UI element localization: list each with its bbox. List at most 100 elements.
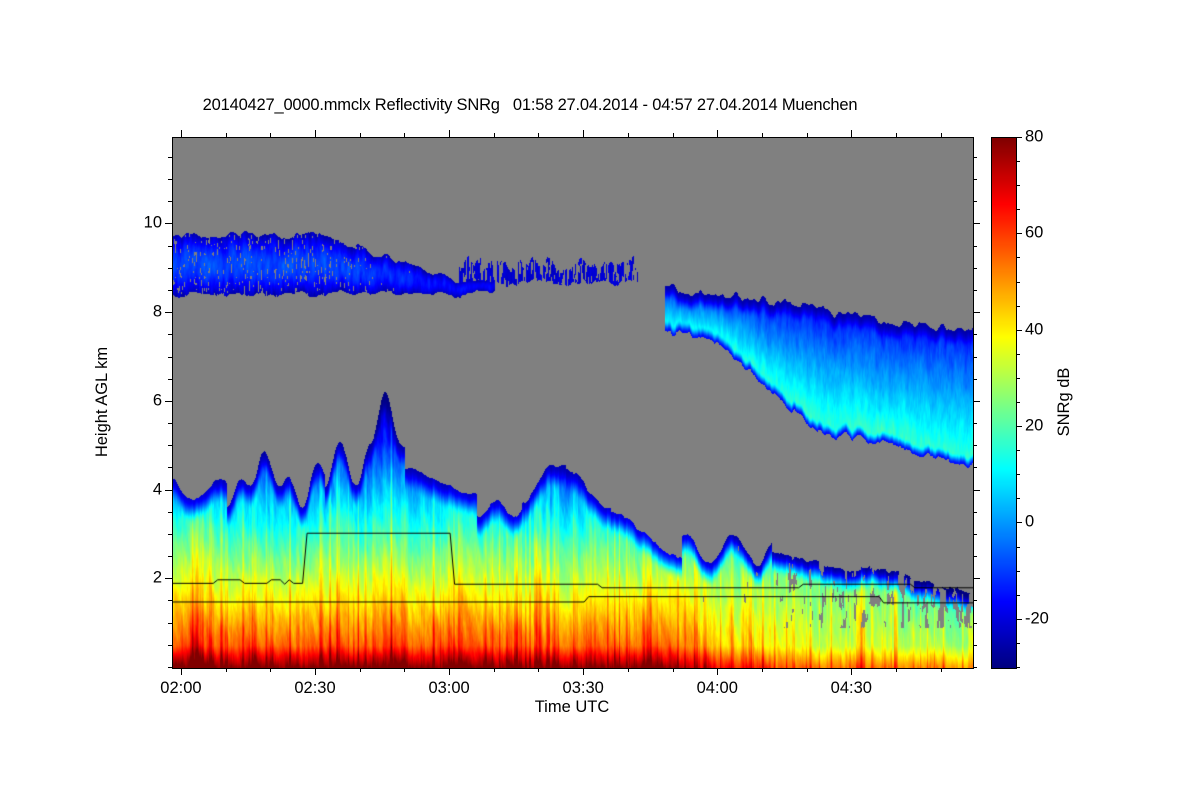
colorbar-tick-minor xyxy=(1016,474,1020,476)
colorbar-tick-minor xyxy=(1016,594,1020,596)
page-title: 20140427_0000.mmclx Reflectivity SNRg 01… xyxy=(202,96,858,114)
x-tick-major-top xyxy=(449,130,451,137)
x-tick-minor xyxy=(806,668,808,672)
x-tick-major xyxy=(583,668,585,675)
colorbar-tick-major xyxy=(1016,618,1022,620)
x-tick-label: 02:30 xyxy=(294,679,336,697)
y-tick-minor-right xyxy=(973,556,977,558)
y-tick-major-right xyxy=(973,223,980,225)
y-tick-minor xyxy=(168,245,172,247)
x-tick-label: 04:00 xyxy=(696,679,738,697)
colorbar-tick-major xyxy=(1016,329,1022,331)
x-tick-major-top xyxy=(717,130,719,137)
x-tick-minor xyxy=(627,668,629,672)
x-tick-label: 03:30 xyxy=(562,679,604,697)
cloud-base-overlay-lines xyxy=(173,138,973,668)
x-tick-minor-top xyxy=(627,133,629,137)
x-tick-major-top xyxy=(180,130,182,137)
y-tick-minor-right xyxy=(973,201,977,203)
y-tick-minor-right xyxy=(973,644,977,646)
colorbar-tick-minor xyxy=(1016,450,1020,452)
colorbar-tick-minor xyxy=(1016,353,1020,355)
y-tick-minor xyxy=(168,445,172,447)
y-tick-minor-right xyxy=(973,600,977,602)
y-tick-minor xyxy=(168,356,172,358)
y-tick-minor xyxy=(168,644,172,646)
y-tick-label: 10 xyxy=(143,213,162,232)
x-tick-minor xyxy=(225,668,227,672)
x-tick-minor-top xyxy=(270,133,272,137)
colorbar-tick-label: 80 xyxy=(1025,127,1044,146)
colorbar-tick-minor xyxy=(1016,498,1020,500)
colorbar-tick-minor xyxy=(1016,185,1020,187)
y-tick-minor-right xyxy=(973,179,977,181)
x-tick-label: 02:00 xyxy=(160,679,202,697)
y-tick-minor-right xyxy=(973,445,977,447)
y-tick-minor xyxy=(168,556,172,558)
colorbar-tick-label: 20 xyxy=(1025,416,1044,435)
y-tick-minor xyxy=(168,201,172,203)
colorbar-label: SNRg dB xyxy=(1055,367,1073,437)
x-tick-label: 03:00 xyxy=(428,679,470,697)
x-tick-minor xyxy=(538,668,540,672)
x-tick-major xyxy=(717,668,719,675)
colorbar-tick-minor xyxy=(1016,257,1020,259)
y-tick-minor-right xyxy=(973,356,977,358)
y-tick-minor xyxy=(168,290,172,291)
x-tick-minor xyxy=(940,668,942,672)
x-tick-major xyxy=(315,668,317,675)
colorbar-tick-minor xyxy=(1016,209,1020,211)
x-tick-minor-top xyxy=(896,133,898,137)
x-tick-minor xyxy=(359,668,361,672)
colorbar-tick-label: 60 xyxy=(1025,223,1044,242)
y-tick-major xyxy=(165,400,172,402)
y-tick-major-right xyxy=(973,578,980,580)
y-tick-minor xyxy=(168,600,172,602)
y-tick-minor-right xyxy=(973,423,977,425)
colorbar-tick-minor xyxy=(1016,570,1020,572)
y-tick-minor-right xyxy=(973,622,977,624)
x-tick-minor-top xyxy=(493,133,495,137)
y-axis-label: Height AGL km xyxy=(93,346,111,458)
colorbar-tick-major xyxy=(1016,426,1022,428)
y-tick-major xyxy=(165,578,172,580)
y-tick-minor-right xyxy=(973,290,977,291)
x-tick-minor-top xyxy=(806,133,808,137)
colorbar-tick-label: 40 xyxy=(1025,320,1044,339)
x-tick-minor xyxy=(761,668,763,672)
colorbar-tick-minor xyxy=(1016,305,1020,307)
y-tick-major xyxy=(165,489,172,491)
colorbar-tick-minor xyxy=(1016,281,1020,283)
y-tick-major xyxy=(165,223,172,225)
colorbar-tick-minor xyxy=(1016,546,1020,548)
y-tick-minor xyxy=(168,511,172,513)
y-tick-label: 2 xyxy=(152,568,162,587)
x-tick-minor xyxy=(270,668,272,672)
x-tick-minor-top xyxy=(538,133,540,137)
y-tick-minor xyxy=(168,334,172,336)
y-tick-major-right xyxy=(973,312,980,314)
y-tick-minor-right xyxy=(973,378,977,380)
x-tick-major-top xyxy=(583,130,585,137)
y-tick-minor-right xyxy=(973,533,977,535)
x-tick-major xyxy=(180,668,182,675)
colorbar-tick-major xyxy=(1016,522,1022,524)
y-tick-label: 8 xyxy=(152,302,162,321)
y-tick-minor xyxy=(168,267,172,269)
y-tick-minor-right xyxy=(973,267,977,269)
colorbar-tick-major xyxy=(1016,233,1022,235)
colorbar-tick-minor xyxy=(1016,402,1020,403)
x-tick-minor-top xyxy=(672,133,674,137)
y-tick-minor-right xyxy=(973,467,977,469)
y-tick-minor xyxy=(168,533,172,535)
x-tick-minor-top xyxy=(225,133,227,137)
colorbar-tick-label: -20 xyxy=(1025,609,1049,628)
colorbar-tick-minor xyxy=(1016,642,1020,644)
y-tick-minor-right xyxy=(973,156,977,158)
y-tick-minor-right xyxy=(973,511,977,513)
x-tick-minor xyxy=(896,668,898,672)
y-tick-major xyxy=(165,312,172,314)
y-tick-minor-right xyxy=(973,245,977,247)
x-tick-minor xyxy=(404,668,406,672)
